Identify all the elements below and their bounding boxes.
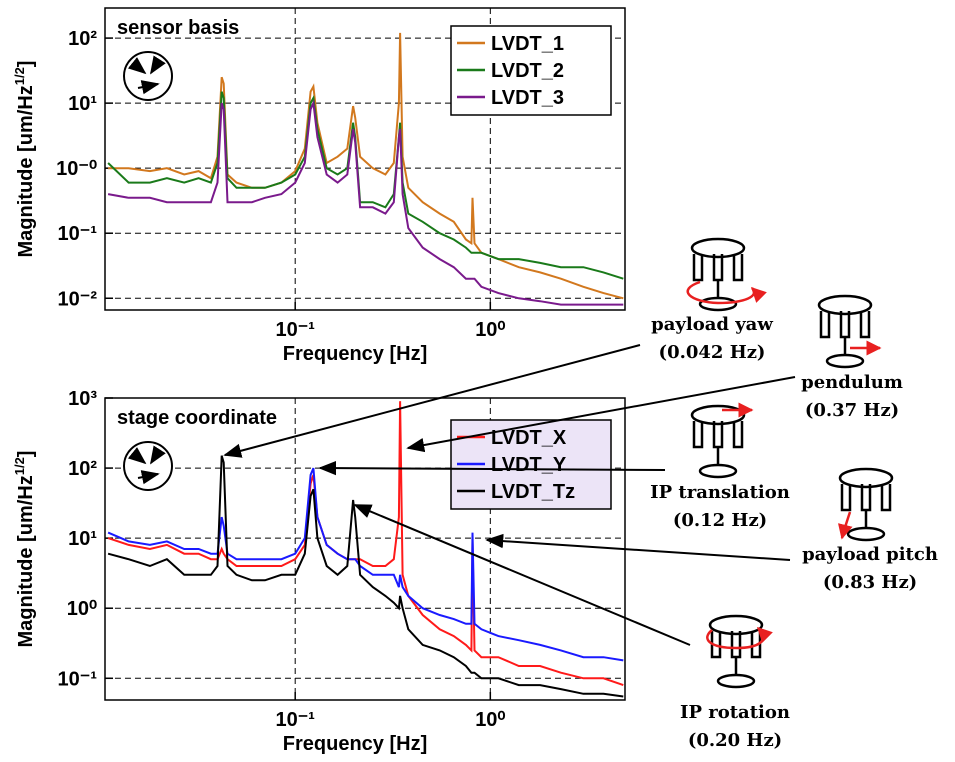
- series-line: [107, 99, 624, 306]
- y-tick-label: 10⁰: [67, 598, 97, 620]
- mode-icon: [690, 402, 754, 479]
- chart: 10³ 10² 10¹ 10⁰ 10⁻¹ 10⁻¹ 10⁰ stage coordinate F…: [12, 388, 626, 755]
- legend-label: LVDT_1: [491, 33, 564, 55]
- y-tick-label: 10²: [68, 28, 97, 50]
- icon-leg: [819, 311, 831, 339]
- y-axis-label-part: Magnitude [um/Hz: [15, 475, 37, 647]
- icon-motion: [686, 280, 767, 305]
- y-tick-label: 10³: [68, 388, 97, 410]
- y-tick-label: 10⁻²: [58, 288, 98, 310]
- legend-label: LVDT_3: [491, 87, 564, 109]
- y-axis-label-part: 1/2: [12, 457, 27, 475]
- annotation-text: (0.12 Hz): [673, 510, 767, 531]
- icon-leg: [732, 421, 744, 449]
- chart: 10² 10¹ 10⁻⁰ 10⁻¹ 10⁻² 10⁻¹ 10⁰ sensor basis Fre…: [12, 7, 626, 365]
- icon-top: [838, 467, 894, 489]
- x-axis-label: Frequency [Hz]: [283, 343, 427, 365]
- icon-leg: [692, 421, 704, 449]
- mode-icon: [706, 614, 773, 689]
- icon-arrow: [127, 57, 147, 75]
- icon-base: [698, 463, 738, 479]
- annotation-text: (0.37 Hz): [805, 400, 899, 421]
- icon: [123, 441, 173, 491]
- mode-icon: [817, 294, 882, 369]
- annotations: payload yaw (0.042 Hz) pendulum (0.37 Hz) IP…: [223, 237, 938, 751]
- annotation-text: IP rotation: [680, 702, 790, 723]
- icon-top: [708, 614, 764, 636]
- y-axis-label-part: 1/2: [12, 67, 27, 85]
- icon-base: [825, 353, 865, 369]
- legend-label: LVDT_X: [491, 427, 567, 449]
- y-tick-label: 10²: [68, 458, 97, 480]
- icon-leg: [840, 484, 852, 512]
- icon-motion: [706, 626, 773, 650]
- icon-arrow: [127, 447, 147, 465]
- annotation-text: (0.042 Hz): [659, 342, 766, 363]
- charts: 10² 10¹ 10⁻⁰ 10⁻¹ 10⁻² 10⁻¹ 10⁰ sensor basis Fre…: [12, 7, 626, 755]
- y-tick-label: 10⁻¹: [58, 223, 98, 245]
- icon-leg: [880, 484, 892, 512]
- icon-top: [817, 294, 873, 316]
- y-axis-label-part: ]: [15, 451, 37, 458]
- series-line: [107, 467, 624, 662]
- x-tick-label: 10⁻¹: [275, 709, 315, 731]
- icon-leg: [859, 311, 871, 339]
- y-tick-label: 10⁻⁰: [56, 158, 97, 180]
- icon-motion: [837, 511, 853, 540]
- annotation-text: (0.83 Hz): [823, 572, 917, 593]
- inset-title: stage coordinate: [117, 407, 277, 429]
- icon-leg: [732, 254, 744, 282]
- icon-arrow: [150, 445, 166, 465]
- y-tick-label: 10⁻¹: [58, 668, 98, 690]
- inset-title: sensor basis: [117, 17, 239, 39]
- icon-top: [690, 404, 746, 426]
- legend-label: LVDT_2: [491, 60, 564, 82]
- x-tick-label: 10⁰: [475, 709, 505, 731]
- mode-icon: [837, 467, 894, 542]
- annotation-arrow: [223, 344, 641, 458]
- plot-frame: [104, 7, 626, 311]
- x-tick-label: 10⁻¹: [275, 319, 315, 341]
- legend-label: LVDT_Tz: [491, 481, 575, 503]
- y-tick-label: 10¹: [68, 528, 97, 550]
- annotation-text: payload pitch: [802, 544, 938, 565]
- series-line: [108, 32, 624, 300]
- y-tick-label: 10¹: [68, 93, 97, 115]
- y-axis-label: Magnitude [um/Hz1/2]: [12, 61, 37, 258]
- x-tick-label: 10⁰: [475, 319, 505, 341]
- annotation-arrow: [318, 460, 666, 476]
- annotation-text: IP translation: [650, 482, 790, 503]
- annotation-text: payload yaw: [651, 314, 773, 335]
- icon-arrow: [137, 80, 160, 95]
- annotation-arrow: [353, 504, 691, 646]
- icon-leg: [692, 254, 704, 282]
- icon-arrow: [150, 55, 166, 75]
- y-axis-label-part: Magnitude [um/Hz: [15, 85, 37, 257]
- y-axis-label-part: ]: [15, 61, 37, 68]
- icon-base: [716, 673, 756, 689]
- icon-top: [690, 237, 746, 259]
- mode-icon: [686, 237, 767, 312]
- annotation-arrow: [485, 533, 791, 561]
- annotation-text: pendulum: [801, 372, 903, 393]
- icon-base: [846, 526, 886, 542]
- annotation-arrow: [406, 376, 796, 453]
- legend-label: LVDT_Y: [491, 454, 567, 476]
- y-axis-label: Magnitude [um/Hz1/2]: [12, 451, 37, 648]
- annotation-text: (0.20 Hz): [688, 730, 782, 751]
- icon: [123, 51, 173, 101]
- icon-arrow: [137, 470, 160, 485]
- x-axis-label: Frequency [Hz]: [283, 733, 427, 755]
